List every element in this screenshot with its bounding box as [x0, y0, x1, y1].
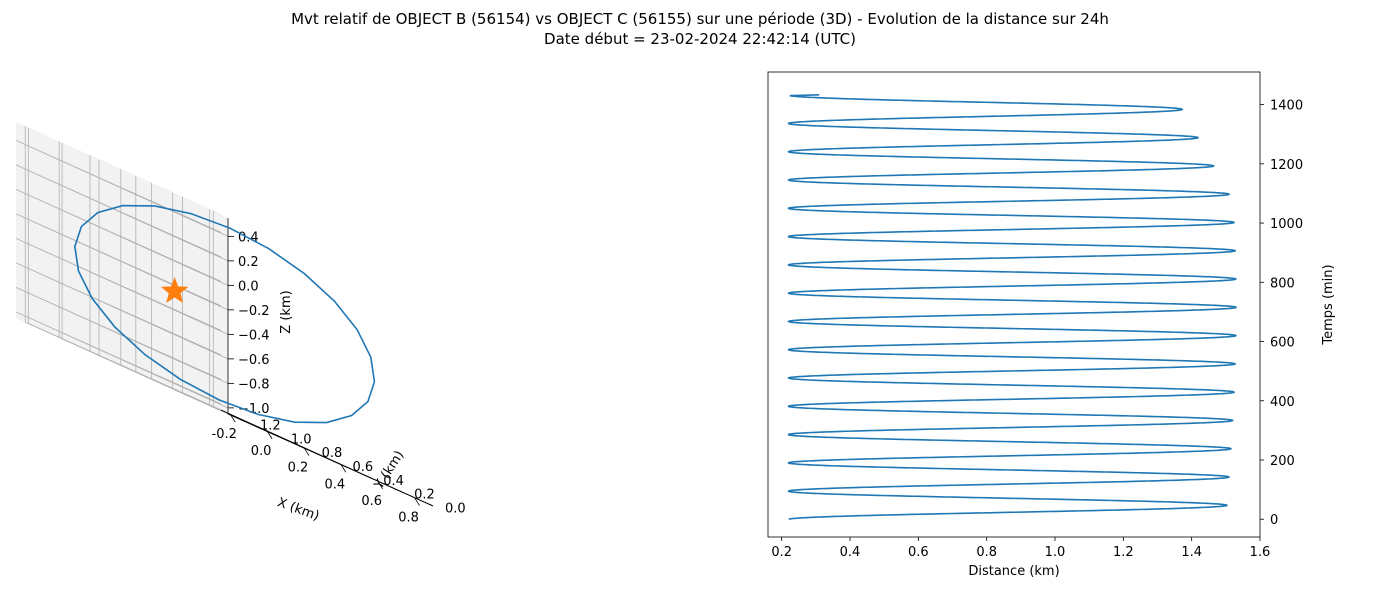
y-tick-label: 800 [1270, 276, 1295, 291]
pane-back [16, 122, 228, 414]
y-tick-label: 1200 [1270, 158, 1303, 173]
y-tick-label: 600 [1270, 336, 1295, 351]
y-axis-label: Temps (min) [1321, 264, 1336, 345]
x-axis-label: X (km) [275, 495, 321, 524]
grid-line-z [15, 287, 229, 384]
y-tick-label: 1.0 [291, 432, 312, 447]
x-tick-label: 0.8 [976, 545, 997, 560]
y-tick [332, 460, 340, 465]
x-tick-label: 1.2 [1113, 545, 1134, 560]
y-tick-label: 400 [1270, 395, 1295, 410]
z-tick-label: −0.2 [238, 304, 270, 319]
z-tick-label: −1.0 [238, 402, 270, 417]
z-tick-label: −0.4 [238, 328, 270, 343]
figure-title: Mvt relatif de OBJECT B (56154) vs OBJEC… [291, 10, 1109, 28]
grid-line-z [15, 213, 229, 311]
y-tick-label: 0.6 [352, 460, 373, 475]
x-axis-label: Distance (km) [968, 564, 1059, 579]
x-tick [377, 480, 384, 490]
distance-time-chart: 0.2 0.4 0.6 0.8 1.0 1.2 1.4 1.6 0 200 400 600 800 100… [767, 71, 1336, 579]
y-tick [363, 474, 371, 479]
y-tick [240, 419, 248, 423]
y-tick [425, 502, 433, 506]
grid-line-z [15, 238, 229, 335]
y-tick-label: 1000 [1270, 217, 1303, 232]
z-tick-label: −0.8 [238, 377, 270, 392]
z-tick-label: 0.2 [238, 255, 259, 270]
x-tick [229, 413, 236, 423]
x-tick-label: 0.2 [771, 545, 792, 560]
y-tick-label: 1400 [1270, 99, 1303, 114]
x-tick-label: 0.2 [288, 461, 309, 476]
y-tick-label: 0.2 [414, 488, 435, 503]
plot-frame [767, 71, 1261, 538]
x-tick [340, 464, 347, 473]
x-tick-label: 0.6 [361, 494, 382, 509]
x-tick-label: 1.6 [1250, 545, 1271, 560]
y-tick-label: 1.2 [260, 419, 281, 434]
y-tick [301, 446, 310, 451]
grid-line-z [15, 262, 229, 360]
y-tick-label: 0.0 [445, 502, 466, 517]
x-tick-label: 0.4 [324, 477, 345, 492]
figure-subtitle: Date début = 23-02-2024 22:42:14 (UTC) [544, 30, 856, 48]
grid-line-z [15, 140, 229, 237]
x-tick [303, 447, 310, 456]
x-tick-label: 1.4 [1181, 545, 1202, 560]
star-marker [160, 276, 189, 304]
x-tick-label: 0.0 [251, 444, 272, 459]
x-tick-label: 0.6 [908, 545, 929, 560]
x-tick-label: -0.2 [212, 427, 237, 442]
z-tick-label: 0.0 [238, 279, 259, 294]
orbit-3d-chart: -0.20.00.20.40.60.80.00.20.40.60.81.01.2… [15, 122, 466, 526]
z-tick-label: −0.6 [238, 353, 270, 368]
x-tick-label: 1.0 [1045, 545, 1066, 560]
grid-line-z [15, 164, 229, 262]
y-tick [394, 488, 402, 493]
x-tick-label: 0.8 [398, 511, 419, 526]
distance-series-line [787, 94, 1237, 520]
y-tick [271, 433, 279, 437]
y-tick-label: 200 [1270, 454, 1295, 469]
x-tick [266, 430, 273, 440]
grid-line-y [27, 127, 241, 420]
x-tick-label: 0.4 [840, 545, 861, 560]
x-tick [414, 497, 420, 506]
grid-line-z [15, 189, 229, 286]
y-tick-label: 0.4 [383, 474, 404, 489]
y-tick-label: 0.8 [322, 446, 343, 461]
y-tick-label: 0 [1270, 513, 1278, 528]
z-axis-label: Z (km) [279, 290, 294, 333]
orbit-line [74, 204, 376, 424]
grid-line-z [15, 311, 229, 409]
